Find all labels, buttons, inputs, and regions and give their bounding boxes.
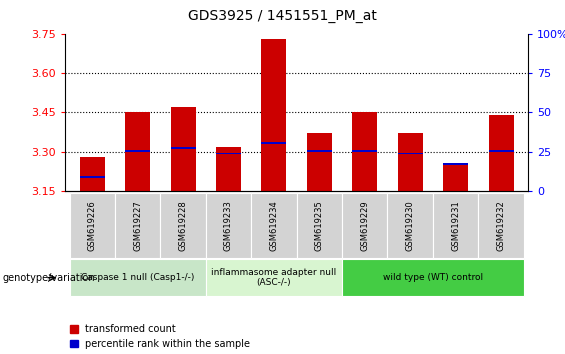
Text: GSM619233: GSM619233 <box>224 200 233 251</box>
Bar <box>433 193 479 258</box>
Bar <box>251 193 297 258</box>
Text: GSM619226: GSM619226 <box>88 200 97 251</box>
Bar <box>342 193 388 258</box>
Bar <box>443 163 468 165</box>
Legend: transformed count, percentile rank within the sample: transformed count, percentile rank withi… <box>70 324 250 349</box>
Bar <box>171 147 195 149</box>
Bar <box>171 107 195 191</box>
Bar <box>160 193 206 258</box>
Bar <box>80 157 105 191</box>
Bar <box>206 259 342 296</box>
Bar <box>80 176 105 178</box>
Bar <box>489 150 514 152</box>
Bar <box>479 193 524 258</box>
Bar <box>125 113 150 191</box>
Bar <box>398 133 423 191</box>
Bar <box>352 113 377 191</box>
Bar <box>307 133 332 191</box>
Bar <box>262 142 286 144</box>
Text: GSM619232: GSM619232 <box>497 200 506 251</box>
Text: inflammasome adapter null
(ASC-/-): inflammasome adapter null (ASC-/-) <box>211 268 337 287</box>
Text: wild type (WT) control: wild type (WT) control <box>383 273 483 282</box>
Text: GSM619231: GSM619231 <box>451 200 460 251</box>
Text: GSM619228: GSM619228 <box>179 200 188 251</box>
Bar <box>307 150 332 152</box>
Text: genotype/variation: genotype/variation <box>3 273 95 283</box>
Text: Caspase 1 null (Casp1-/-): Caspase 1 null (Casp1-/-) <box>81 273 194 282</box>
Text: GDS3925 / 1451551_PM_at: GDS3925 / 1451551_PM_at <box>188 9 377 23</box>
Bar <box>69 193 115 258</box>
Bar <box>125 150 150 152</box>
Bar <box>352 150 377 152</box>
Text: GSM619229: GSM619229 <box>360 200 370 251</box>
Bar <box>489 115 514 191</box>
Text: GSM619234: GSM619234 <box>270 200 279 251</box>
Bar <box>262 39 286 191</box>
Bar <box>69 259 206 296</box>
Bar <box>216 147 241 191</box>
Bar <box>115 193 160 258</box>
Bar <box>206 193 251 258</box>
Bar <box>216 153 241 154</box>
Text: GSM619230: GSM619230 <box>406 200 415 251</box>
Text: GSM619235: GSM619235 <box>315 200 324 251</box>
Bar <box>297 193 342 258</box>
Bar <box>388 193 433 258</box>
Bar <box>342 259 524 296</box>
Bar <box>443 165 468 191</box>
Bar <box>398 153 423 154</box>
Text: GSM619227: GSM619227 <box>133 200 142 251</box>
